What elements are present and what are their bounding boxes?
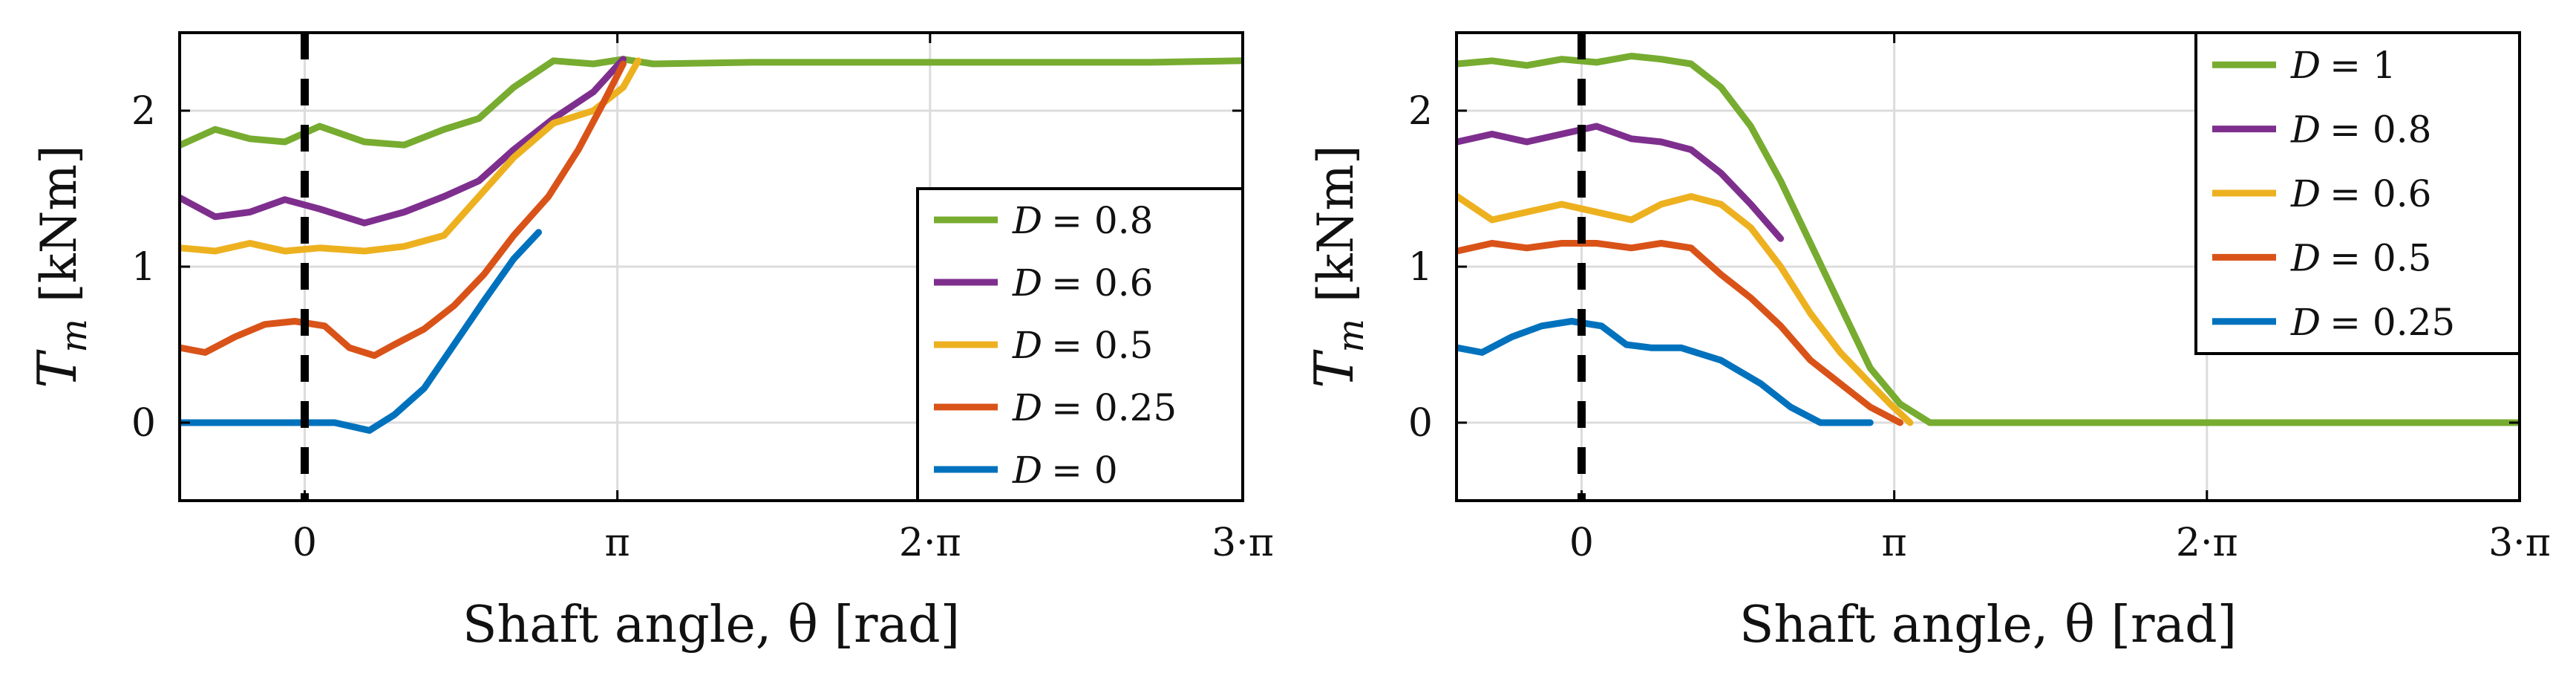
legend-var: D [2290,44,2321,87]
legend-value: = 0.25 [1051,386,1177,429]
legend-value: = 0.5 [1051,324,1153,367]
legend-label: D = 0.8 [2290,108,2431,152]
y-tick-label: 2 [1408,89,1433,134]
legend-label: D = 0.6 [1012,261,1153,305]
legend-value: = 1 [2330,44,2396,87]
y-label-subscript: m [53,319,95,353]
y-label-subscript: m [1330,319,1372,353]
legend-value: = 0.6 [1051,261,1153,305]
legend-value: = 0.8 [2330,108,2431,152]
x-tick-label: π [605,521,630,565]
legend-label: D = 1 [2290,44,2396,87]
legend-value: = 0.25 [2330,301,2455,344]
y-tick-label: 2 [131,89,156,134]
x-tick-label: 0 [1569,521,1594,565]
legend-var: D [1012,261,1042,305]
x-axis-label: Shaft angle, θ [rad] [1739,596,2237,654]
x-tick-label: 0 [292,521,317,565]
series-line-d-0-6 [180,56,627,227]
legend-var: D [2290,301,2321,344]
series-line-d-0 [180,229,542,434]
legend-label: D = 0.6 [2290,172,2431,215]
legend-var: D [2290,236,2321,279]
y-label-symbol: T [26,349,88,388]
x-tick-label: 2·π [2176,521,2238,565]
y-tick-label: 1 [1408,245,1433,290]
series-line-d-0-5 [180,57,642,255]
legend-var: D [1012,199,1042,242]
legend-label: D = 0.25 [1012,386,1177,429]
y-tick-label: 0 [131,401,156,446]
series-line-d-0-5 [1457,240,1903,426]
x-tick-label: 3·π [2488,521,2551,565]
legend-label: D = 0.25 [2290,301,2455,344]
y-axis-label: Tm [kNm] [26,145,95,388]
legend-value: = 0.6 [2330,172,2431,215]
series-line-d-0-8 [180,56,1243,149]
legend: D = 1D = 0.8D = 0.6D = 0.5D = 0.25 [2194,31,2521,355]
x-axis-label: Shaft angle, θ [rad] [462,596,960,654]
legend-value: = 0.5 [2330,236,2431,279]
x-tick-label: 2·π [899,521,961,565]
y-label-symbol: T [1303,349,1365,388]
legend-var: D [1012,324,1042,367]
legend-value: = 0 [1051,449,1118,492]
y-tick-label: 0 [1408,401,1433,446]
series-line-d-0-6 [1457,193,1914,426]
series-line-d-1 [1457,53,2520,426]
x-tick-label: π [1882,521,1907,565]
series-line-d-0-25 [180,60,627,360]
y-axis-label: Tm [kNm] [1303,145,1372,388]
x-tick-label: 3·π [1212,521,1274,565]
legend-label: D = 0 [1012,449,1118,492]
legend-label: D = 0.5 [2290,236,2431,279]
y-label-unit: [kNm] [1307,145,1364,302]
legend-var: D [1012,449,1042,492]
legend-var: D [2290,108,2321,152]
legend-label: D = 0.8 [1012,199,1153,242]
series-group [1457,53,2520,426]
y-tick-label: 1 [131,245,156,290]
legend-label: D = 0.5 [1012,324,1153,367]
series-line-d-0-8 [1457,123,1785,242]
legend-var: D [2290,172,2321,215]
legend-value: = 0.8 [1051,199,1153,242]
y-label-unit: [kNm] [30,145,88,302]
legend-var: D [1012,386,1042,429]
legend: D = 0.8D = 0.6D = 0.5D = 0.25D = 0 [916,187,1244,502]
series-line-d-0-25 [1457,318,1874,426]
series-group [180,56,1243,434]
